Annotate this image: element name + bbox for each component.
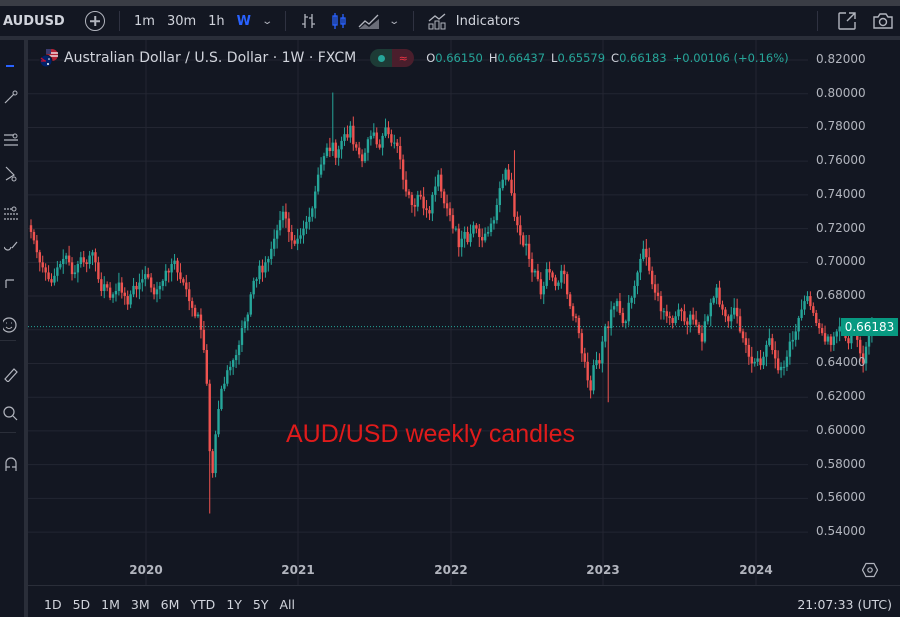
- price-tick-label: 0.60000: [816, 422, 866, 437]
- toolbar-divider: [817, 11, 818, 31]
- range-1y[interactable]: 1Y: [226, 597, 242, 612]
- time-tick-label: 2024: [739, 563, 773, 577]
- price-tick-label: 0.68000: [816, 288, 866, 303]
- candle-style-icon[interactable]: [328, 11, 350, 31]
- camera-icon[interactable]: [872, 11, 894, 31]
- fullscreen-icon[interactable]: [836, 11, 858, 31]
- cursor-tool[interactable]: [0, 54, 22, 78]
- time-axis-divider: [28, 585, 900, 586]
- time-range-bar: 1D 5D 1M 3M 6M YTD 1Y 5Y All: [44, 597, 306, 612]
- toolbar-right: [809, 6, 900, 36]
- close-value: 0.66183: [619, 51, 667, 65]
- high-value: 0.66437: [497, 51, 546, 65]
- toolbar-divider: [0, 432, 16, 433]
- toolbar-divider: [119, 11, 120, 31]
- window-top-strip: [0, 0, 900, 6]
- zoom-tool-icon[interactable]: [0, 402, 22, 426]
- market-status[interactable]: ≈: [370, 49, 415, 67]
- interval-1m[interactable]: 1m: [134, 13, 155, 29]
- add-symbol-icon[interactable]: [85, 11, 105, 31]
- chart-settings-icon[interactable]: [861, 562, 879, 578]
- price-tick-label: 0.74000: [816, 186, 866, 201]
- bar-style-icon[interactable]: [298, 11, 320, 31]
- price-tick-label: 0.64000: [816, 355, 866, 370]
- pattern-tool-icon[interactable]: [0, 162, 22, 186]
- prediction-tool-icon[interactable]: [0, 202, 22, 226]
- chart-style-chevron-down-icon[interactable]: ⌄: [388, 15, 401, 27]
- range-1m[interactable]: 1M: [101, 597, 120, 612]
- chart-area[interactable]: Australian Dollar / U.S. Dollar · 1W · F…: [28, 40, 900, 617]
- symbol-search-button[interactable]: AUDUSD: [3, 13, 65, 29]
- data-delay-icon: ≈: [392, 49, 415, 67]
- market-open-icon: [370, 49, 393, 67]
- time-tick-label: 2020: [129, 563, 163, 577]
- price-tick-label: 0.82000: [816, 52, 866, 66]
- chart-annotation: AUD/USD weekly candles: [286, 420, 575, 448]
- fib-tool-icon[interactable]: [0, 128, 22, 152]
- indicators-icon[interactable]: [426, 11, 448, 31]
- text-tool-icon[interactable]: [0, 272, 22, 296]
- range-ytd[interactable]: YTD: [190, 597, 216, 612]
- interval-w[interactable]: W: [236, 13, 252, 29]
- high-key: H: [488, 51, 498, 65]
- aud-usd-flag-icon: [38, 48, 60, 68]
- low-value: 0.65579: [557, 51, 606, 65]
- ruler-tool-icon[interactable]: [0, 362, 22, 386]
- price-tick-label: 0.78000: [816, 119, 866, 134]
- symbol-description[interactable]: Australian Dollar / U.S. Dollar · 1W · F…: [64, 50, 357, 66]
- last-price-label: 0.66183: [841, 318, 898, 336]
- range-6m[interactable]: 6M: [160, 597, 180, 612]
- price-tick-label: 0.70000: [816, 254, 866, 269]
- magnet-tool-icon[interactable]: [0, 452, 22, 476]
- low-key: L: [551, 51, 558, 65]
- price-tick-label: 0.56000: [816, 490, 866, 505]
- area-style-icon[interactable]: [358, 11, 380, 31]
- price-tick-label: 0.54000: [816, 524, 866, 539]
- change-value: +0.00106 (+0.16%): [672, 51, 789, 65]
- range-1d[interactable]: 1D: [44, 597, 62, 612]
- brush-tool-icon[interactable]: [0, 234, 22, 258]
- toolbar-divider: [285, 11, 287, 31]
- trendline-tool-icon[interactable]: [0, 85, 22, 109]
- utc-clock[interactable]: 21:07:33 (UTC): [797, 597, 892, 612]
- range-5y[interactable]: 5Y: [252, 597, 269, 612]
- drawing-toolbar: [0, 40, 24, 617]
- interval-1h[interactable]: 1h: [208, 13, 225, 29]
- chart-legend: Australian Dollar / U.S. Dollar · 1W · F…: [38, 48, 789, 68]
- interval-30m[interactable]: 30m: [166, 13, 197, 29]
- time-tick-label: 2023: [586, 563, 620, 577]
- range-3m[interactable]: 3M: [130, 597, 150, 612]
- price-tick-label: 0.62000: [816, 389, 866, 404]
- candlestick-chart[interactable]: [28, 40, 900, 617]
- price-tick-label: 0.58000: [816, 456, 866, 471]
- price-tick-label: 0.76000: [816, 153, 866, 168]
- open-value: 0.66150: [435, 51, 483, 65]
- time-tick-label: 2022: [434, 563, 468, 577]
- price-tick-label: 0.80000: [816, 85, 866, 100]
- emoji-tool-icon[interactable]: [0, 313, 22, 337]
- time-tick-label: 2021: [281, 563, 315, 577]
- open-key: O: [426, 51, 436, 65]
- top-toolbar: AUDUSD 1m 30m 1h W ⌄ ⌄ Indicators: [0, 6, 900, 36]
- indicators-button[interactable]: Indicators: [455, 13, 521, 29]
- toolbar-divider: [412, 11, 414, 31]
- toolbar-divider: [0, 340, 16, 341]
- range-all[interactable]: All: [279, 597, 296, 612]
- price-tick-label: 0.72000: [816, 220, 866, 235]
- interval-chevron-down-icon[interactable]: ⌄: [261, 15, 274, 27]
- ohlc-values: O0.66150 H0.66437 L0.65579 C0.66183 +0.0…: [426, 51, 788, 65]
- range-5d[interactable]: 5D: [72, 597, 91, 612]
- close-key: C: [611, 51, 620, 65]
